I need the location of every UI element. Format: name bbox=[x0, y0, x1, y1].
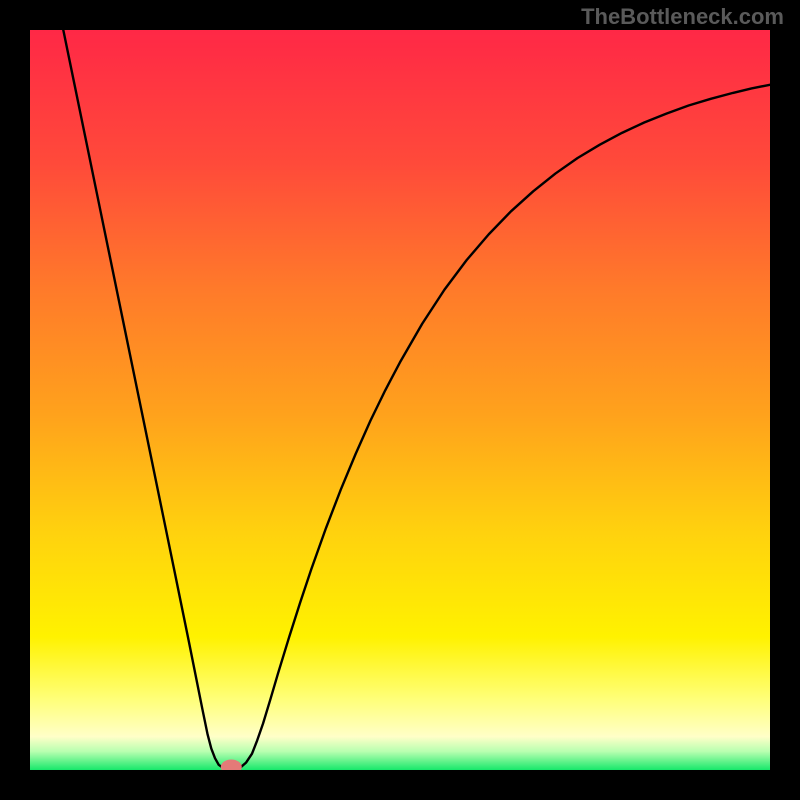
plot-area bbox=[30, 30, 770, 770]
gradient-background bbox=[30, 30, 770, 770]
optimum-marker bbox=[221, 760, 241, 770]
plot-svg bbox=[30, 30, 770, 770]
chart-stage: TheBottleneck.com bbox=[0, 0, 800, 800]
watermark-text: TheBottleneck.com bbox=[581, 4, 784, 30]
